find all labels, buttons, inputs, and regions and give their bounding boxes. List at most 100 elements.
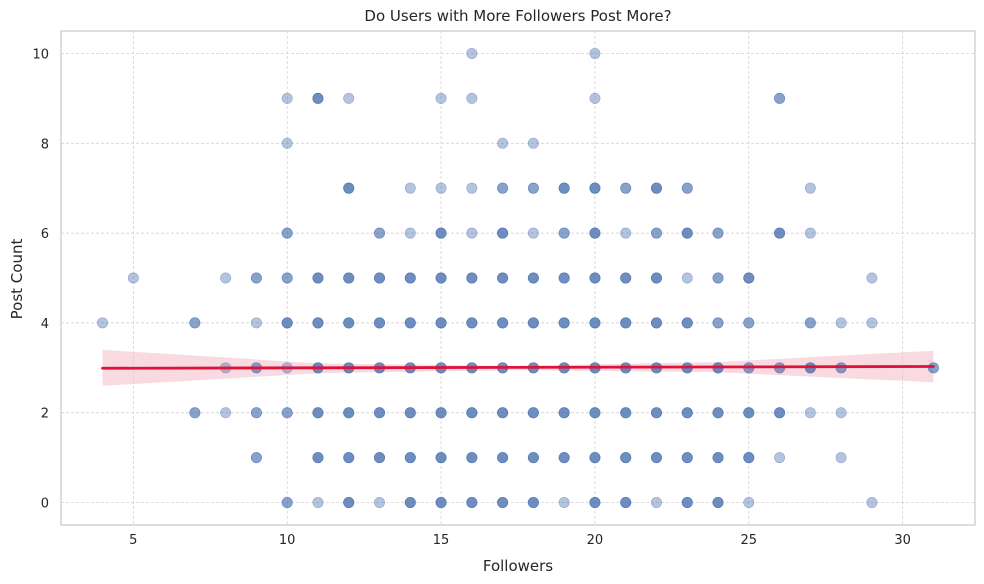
data-point — [497, 182, 509, 194]
data-point — [589, 407, 601, 419]
regression-line — [101, 365, 935, 370]
data-point — [558, 317, 570, 329]
data-point — [589, 317, 601, 329]
data-point — [435, 317, 447, 329]
data-point — [250, 272, 262, 284]
data-point — [497, 407, 509, 419]
data-point — [650, 497, 662, 509]
x-tick-label: 30 — [894, 533, 911, 548]
data-point — [312, 497, 324, 509]
data-point — [127, 272, 139, 284]
data-point — [558, 452, 570, 464]
y-axis-label: Post Count — [8, 239, 26, 320]
y-tick-label: 10 — [32, 47, 49, 62]
data-point — [589, 47, 601, 59]
data-point — [435, 182, 447, 194]
data-point — [650, 407, 662, 419]
x-tick-label: 20 — [587, 533, 604, 548]
data-point — [281, 407, 293, 419]
y-tick-label: 6 — [41, 227, 49, 242]
x-axis-label: Followers — [483, 557, 553, 575]
data-point — [374, 452, 386, 464]
data-point — [497, 452, 509, 464]
data-point — [620, 452, 632, 464]
data-point — [681, 497, 693, 509]
data-point — [527, 497, 539, 509]
data-points — [97, 47, 939, 509]
data-point — [558, 182, 570, 194]
data-point — [527, 227, 539, 239]
data-point — [743, 272, 755, 284]
data-point — [250, 407, 262, 419]
data-point — [374, 272, 386, 284]
data-point — [435, 272, 447, 284]
data-point — [281, 227, 293, 239]
data-point — [189, 407, 201, 419]
data-point — [220, 272, 232, 284]
data-point — [681, 452, 693, 464]
data-point — [558, 272, 570, 284]
data-point — [435, 227, 447, 239]
data-point — [312, 452, 324, 464]
data-point — [404, 452, 416, 464]
x-tick-labels: 5 10 15 20 25 30 — [129, 533, 911, 548]
data-point — [466, 452, 478, 464]
data-point — [312, 317, 324, 329]
data-point — [835, 317, 847, 329]
data-point — [281, 497, 293, 509]
data-point — [835, 452, 847, 464]
data-point — [497, 272, 509, 284]
data-point — [404, 227, 416, 239]
y-tick-label: 4 — [41, 317, 49, 332]
data-point — [743, 452, 755, 464]
data-point — [650, 317, 662, 329]
data-point — [404, 272, 416, 284]
data-point — [97, 317, 109, 329]
data-point — [404, 317, 416, 329]
data-point — [466, 227, 478, 239]
data-point — [681, 227, 693, 239]
data-point — [681, 407, 693, 419]
data-point — [774, 407, 786, 419]
data-point — [620, 497, 632, 509]
data-point — [281, 317, 293, 329]
data-point — [466, 317, 478, 329]
data-point — [712, 317, 724, 329]
x-tick-label: 10 — [279, 533, 296, 548]
data-point — [558, 497, 570, 509]
data-point — [866, 497, 878, 509]
data-point — [527, 317, 539, 329]
data-point — [589, 497, 601, 509]
data-point — [312, 407, 324, 419]
data-point — [404, 182, 416, 194]
data-point — [650, 227, 662, 239]
data-point — [866, 272, 878, 284]
data-point — [343, 497, 355, 509]
data-point — [527, 452, 539, 464]
data-point — [804, 182, 816, 194]
data-point — [250, 452, 262, 464]
x-tick-label: 15 — [433, 533, 450, 548]
data-point — [250, 317, 262, 329]
fit-line-group — [101, 365, 935, 370]
data-point — [620, 407, 632, 419]
data-point — [835, 407, 847, 419]
data-point — [220, 407, 232, 419]
data-point — [712, 227, 724, 239]
data-point — [527, 272, 539, 284]
data-point — [681, 272, 693, 284]
data-point — [804, 317, 816, 329]
data-point — [343, 407, 355, 419]
data-point — [650, 272, 662, 284]
data-point — [804, 227, 816, 239]
data-point — [343, 182, 355, 194]
data-point — [527, 137, 539, 149]
data-point — [589, 227, 601, 239]
data-point — [620, 227, 632, 239]
data-point — [189, 317, 201, 329]
data-point — [404, 497, 416, 509]
data-point — [466, 407, 478, 419]
data-point — [589, 452, 601, 464]
data-point — [435, 92, 447, 104]
chart-title: Do Users with More Followers Post More? — [364, 7, 671, 25]
